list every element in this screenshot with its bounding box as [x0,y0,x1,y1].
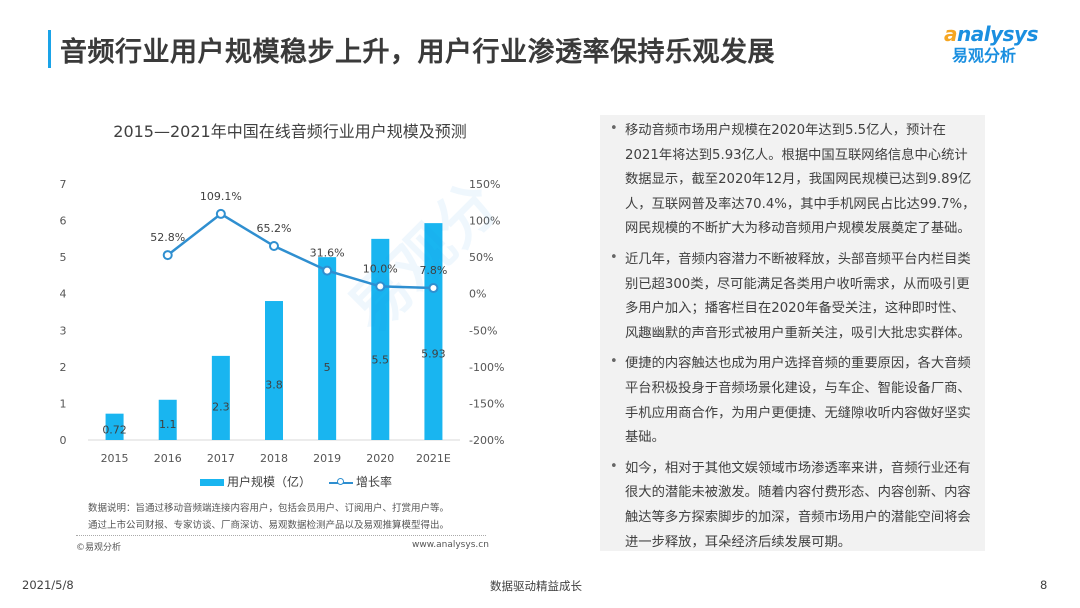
growth-value-label: 7.8% [419,264,447,277]
paragraph-line: 网民规模的不断扩大为移动音频用户规模发展奠定了基础。 [625,221,971,237]
growth-point [162,250,173,261]
bullet-paragraph: • 如今，相对于其他文娱领域市场渗透率来讲，音频行业还有 很大的潜能未被激发。随着内… [610,457,977,555]
bar [105,413,124,440]
right-tick-label: -200% [469,434,504,447]
bar [371,238,390,440]
growth-value-label: 31.6% [310,247,345,260]
right-tick-label: 150% [469,178,500,191]
legend-item-bar: 用户规模（亿） [200,473,311,490]
growth-point [375,281,386,292]
x-tick-label: 2016 [154,452,182,465]
left-tick-label: 5 [60,251,67,264]
paragraph-line: 数据显示，截至2020年12月，我国网民规模已达到9.89亿 [625,172,972,188]
bar-value-label: 5 [324,361,331,374]
bullet-paragraph: • 便捷的内容触达也成为用户选择音频的重要原因，各大音频 平台积极投身于音频场景化建… [610,352,977,450]
line-marker-icon [329,477,354,485]
right-tick-label: 50% [469,251,493,264]
paragraph-line: 如今，相对于其他文娱领域市场渗透率来讲，音频行业还有 [625,460,971,476]
paragraph-line: 基础。 [625,430,665,446]
source-copyright: ©易观分析 [76,543,122,553]
right-tick-label: 100% [469,215,500,228]
growth-value-label: 52.8% [150,231,185,244]
paragraph-line: 触达等多方探索脚步的加深，音频市场用户的潜能空间将会 [625,509,971,525]
x-tick-label: 2019 [313,452,341,465]
growth-point [215,208,226,219]
paragraph-line: 很大的潜能未被激发。随着内容付费形态、内容创新、内容 [625,485,971,501]
paragraph-line: 别已超300类，尽可能满足各类用户收听需求，从而吸引更 [625,276,970,292]
paragraph-line: 风趣幽默的声音形式被用户重新关注，吸引大批忠实群体。 [625,325,971,341]
paragraph-line: 手机应用商合作，为用户更便捷、无缝隙收听内容做好坚实 [625,405,971,421]
bullet-icon: • [610,249,618,265]
paragraph-line: 2021年将达到5.93亿人。根据中国互联网络信息中心统计 [625,147,968,163]
chart-note: 数据说明：旨通过移动音频端连接内容用户，包括会员用户、订阅用户、打赏用户等。 通… [88,503,450,531]
paragraph-line: 人，互联网普及率达70.4%，其中手机网民占比达99.7%， [625,196,976,212]
analysys-logo: analysys 易观分析 [944,22,1054,66]
bar [318,257,337,440]
left-tick-label: 3 [60,324,67,337]
x-tick-label: 2020 [366,452,394,465]
bullet-paragraph: • 近几年，音频内容潜力不断被释放，头部音频平台内栏目类 别已超300类，尽可能满足… [610,248,977,346]
bullet-icon: • [610,354,618,370]
paragraph-line: 移动音频市场用户规模在2020年达到5.5亿人，预计在 [625,123,946,138]
bar-value-label: 5.93 [421,347,446,360]
right-tick-label: 0% [469,288,486,301]
bullet-icon: • [610,458,618,474]
paragraph-line: 便捷的内容触达也成为用户选择音频的重要原因，各大音频 [625,356,971,372]
bullet-paragraph: • 移动音频市场用户规模在2020年达到5.5亿人，预计在 2021年将达到5.93… [610,119,977,242]
logo-text-en: analysys [944,22,1038,46]
bar [211,355,230,440]
bar-value-label: 2.3 [212,400,230,413]
growth-value-label: 65.2% [257,222,292,235]
bullet-icon: • [610,121,618,136]
source-url: www.analysys.cn [412,540,489,550]
footer-slogan: 数据驱动精益成长 [490,579,582,593]
left-tick-label: 6 [60,215,67,228]
bar [265,301,283,440]
bar-value-label: 0.72 [102,423,127,436]
right-tick-label: -50% [469,324,497,337]
growth-line [166,212,434,290]
growth-value-label: 109.1% [200,190,242,203]
left-tick-label: 4 [60,288,67,301]
left-tick-label: 2 [60,361,67,374]
bar-swatch-icon [200,479,224,486]
bar-value-label: 5.5 [372,354,390,367]
growth-point [269,241,279,252]
combo-chart: 0 1 2 3 4 5 6 7 -200% -150% -100% -50% 0% 50% 100% 150%… [60,178,505,465]
x-tick-label: 2015 [101,452,129,465]
paragraph-line: 进一步释放，耳朵经济后续发展可期。 [625,534,852,550]
left-tick-label: 7 [60,178,67,191]
growth-point [428,283,439,294]
right-tick-label: -150% [469,397,504,410]
x-tick-label: 2021E [416,452,451,465]
x-tick-label: 2017 [207,452,235,465]
logo-text-cn: 易观分析 [952,46,1017,65]
bar-value-label: 1.1 [159,418,177,431]
chart-legend: 用户规模（亿） 增长率 [200,473,392,490]
growth-point [322,265,333,276]
legend-item-line: 增长率 [329,473,392,490]
paragraph-line: 近几年，音频内容潜力不断被释放，头部音频平台内栏目类 [625,251,971,267]
left-tick-label: 1 [60,397,67,410]
bar [424,223,443,440]
bar-value-label: 3.8 [265,378,283,391]
x-tick-label: 2018 [260,452,288,465]
right-tick-label: -100% [469,361,504,374]
left-tick-label: 0 [60,434,67,447]
footer-date: 2021/5/8 [22,578,74,592]
insight-panel: • 移动音频市场用户规模在2020年达到5.5亿人，预计在 2021年将达到5.93… [600,115,985,551]
growth-value-label: 10.0% [363,262,398,275]
title-accent-bar [48,30,51,68]
page-title: 音频行业用户规模稳步上升，用户行业渗透率保持乐观发展 [60,37,775,68]
bar [158,399,177,440]
note-divider [76,535,486,536]
page-number: 8 [1040,578,1048,592]
paragraph-line: 平台积极投身于音频场景化建设，与车企、智能设备厂商、 [625,380,971,396]
paragraph-line: 多用户加入；播客栏目在2020年备受关注，这种即时性、 [625,301,965,317]
chart-title: 2015—2021年中国在线音频行业用户规模及预测 [113,122,467,141]
